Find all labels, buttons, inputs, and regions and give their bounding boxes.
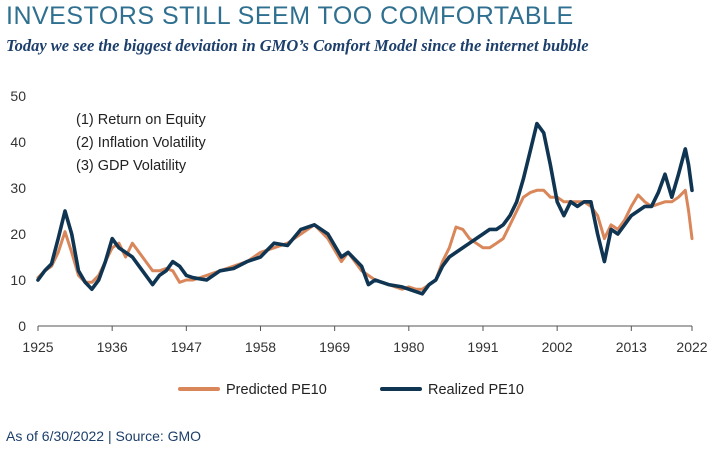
- legend-label-predicted: Predicted PE10: [226, 382, 327, 398]
- chart-subtitle: Today we see the biggest deviation in GM…: [6, 36, 589, 55]
- chart-title: INVESTORS STILL SEEM TOO COMFORTABLE: [6, 2, 574, 30]
- y-tick-label: 40: [10, 134, 26, 150]
- x-tick-label: 1969: [319, 339, 350, 355]
- y-tick-label: 50: [10, 88, 26, 104]
- annotation-text: (2) Inflation Volatility: [76, 135, 207, 151]
- x-tick-label: 2013: [616, 339, 647, 355]
- pe10-line-chart: 0 10 20 30 40 50 1925 1936 1947 1958 1969 1980 1991 2…: [10, 88, 707, 398]
- x-tick-label: 1947: [171, 339, 202, 355]
- y-tick-label: 0: [18, 318, 26, 334]
- x-tick-label: 1958: [245, 339, 276, 355]
- x-tick-label: 1991: [467, 339, 498, 355]
- x-tick-label: 1925: [22, 339, 53, 355]
- x-tick-label: 2022: [676, 339, 707, 355]
- annotation-text: (1) Return on Equity: [76, 112, 207, 128]
- legend-label-realized: Realized PE10: [428, 382, 524, 398]
- y-tick-label: 30: [10, 180, 26, 196]
- series-line-realized: [36, 121, 694, 296]
- x-tick-label: 2002: [542, 339, 573, 355]
- x-tick-label: 1980: [393, 339, 424, 355]
- annotation-text: (3) GDP Volatility: [76, 158, 187, 174]
- x-tick-label: 1936: [97, 339, 128, 355]
- source-note: As of 6/30/2022 | Source: GMO: [6, 428, 202, 444]
- series-line-predicted: [36, 188, 694, 291]
- y-tick-label: 10: [10, 272, 26, 288]
- y-tick-label: 20: [10, 226, 26, 242]
